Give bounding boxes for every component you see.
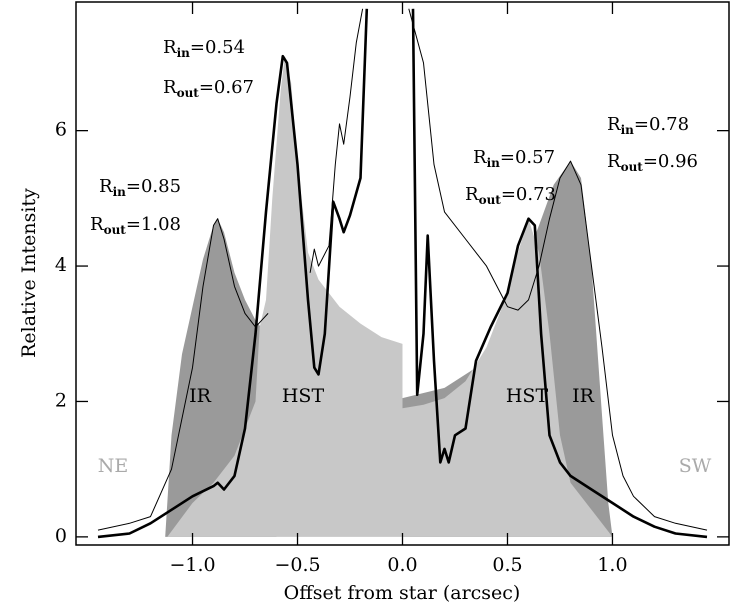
radius-annotation: Rin=0.78 (607, 114, 689, 137)
data-line (97, 8, 708, 539)
radius-symbol: R (163, 37, 177, 58)
radius-value: =0.96 (643, 151, 698, 172)
radius-subscript: in (487, 156, 501, 170)
region-label: IR (189, 385, 212, 407)
x-tick-label: −0.5 (274, 554, 320, 576)
radius-annotation: Rout=1.08 (90, 214, 181, 237)
region-label: HST (506, 385, 549, 407)
radius-symbol: R (163, 77, 177, 98)
x-axis-title: Offset from star (arcsec) (284, 582, 521, 604)
radius-annotation: Rout=0.67 (163, 77, 254, 100)
y-tick-label: 6 (55, 119, 67, 141)
radius-value: =0.57 (500, 147, 555, 168)
radius-annotation: Rin=0.57 (473, 147, 555, 170)
x-tick-label: 1.0 (597, 554, 627, 576)
region-label: SW (679, 455, 712, 477)
radius-subscript: in (113, 185, 127, 199)
radius-value: =0.54 (190, 37, 245, 58)
radius-subscript: in (177, 46, 191, 60)
radius-annotation: Rin=0.85 (99, 176, 181, 199)
radius-value: =0.78 (634, 114, 689, 135)
radius-symbol: R (473, 147, 487, 168)
data-line (97, 8, 708, 531)
radius-subscript: out (104, 223, 127, 237)
radius-symbol: R (607, 151, 621, 172)
x-tick-label: −1.0 (169, 554, 215, 576)
radius-value: =1.08 (126, 214, 181, 235)
radius-subscript: out (621, 160, 644, 174)
radius-symbol: R (90, 214, 104, 235)
region-label: NE (98, 455, 129, 477)
radius-symbol: R (99, 176, 113, 197)
radius-subscript: out (479, 193, 502, 207)
region-label: HST (282, 385, 325, 407)
radius-value: =0.73 (501, 184, 556, 205)
radius-subscript: in (621, 123, 635, 137)
radius-symbol: R (465, 184, 479, 205)
x-tick-label: 0.5 (492, 554, 522, 576)
model-area (167, 56, 613, 537)
radius-value: =0.67 (199, 77, 254, 98)
radius-value: =0.85 (126, 176, 181, 197)
y-tick-label: 0 (55, 525, 67, 547)
y-tick-label: 4 (55, 254, 67, 276)
radius-subscript: out (177, 86, 200, 100)
radius-annotation: Rin=0.54 (163, 37, 245, 60)
x-tick-label: 0.0 (387, 554, 417, 576)
radius-annotation: Rout=0.96 (607, 151, 698, 174)
y-axis-title: Relative Intensity (18, 188, 40, 358)
radius-symbol: R (607, 114, 621, 135)
region-label: IR (572, 385, 595, 407)
y-tick-label: 2 (55, 389, 67, 411)
radius-annotation: Rout=0.73 (465, 184, 556, 207)
plot-area (97, 8, 708, 539)
